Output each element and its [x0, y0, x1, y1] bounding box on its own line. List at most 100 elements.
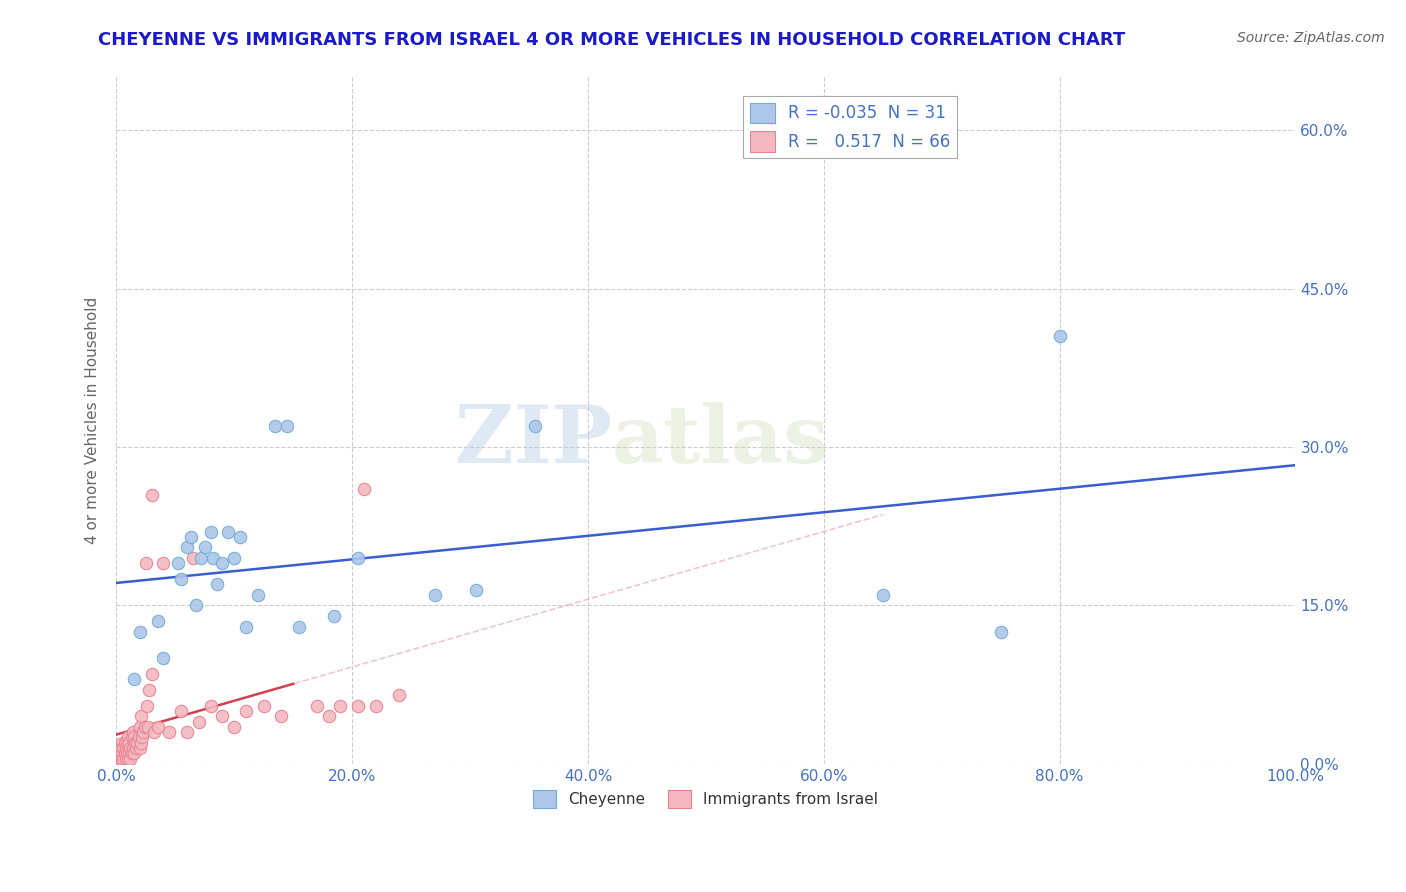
Point [152, 651, 174, 665]
Point [329, 698, 352, 713]
Text: Source: ZipAtlas.com: Source: ZipAtlas.com [1237, 31, 1385, 45]
Point [990, 624, 1012, 639]
Point [114, 746, 136, 760]
Point [121, 746, 143, 760]
Point [111, 746, 134, 760]
Point [170, 572, 193, 586]
Point [194, 541, 217, 555]
Point [112, 751, 135, 765]
Point [211, 709, 233, 723]
Point [120, 751, 142, 765]
Point [111, 754, 134, 768]
Point [264, 418, 287, 433]
Point [176, 725, 198, 739]
Point [318, 709, 340, 723]
Point [124, 736, 146, 750]
Point [253, 698, 276, 713]
Point [211, 556, 233, 570]
Point [523, 418, 546, 433]
Point [118, 746, 141, 760]
Point [108, 746, 131, 760]
Point [347, 698, 370, 713]
Point [388, 688, 411, 702]
Point [180, 530, 202, 544]
Point [121, 731, 143, 745]
Point [323, 609, 346, 624]
Point [114, 741, 136, 756]
Point [288, 619, 311, 633]
Point [205, 577, 228, 591]
Text: CHEYENNE VS IMMIGRANTS FROM ISRAEL 4 OR MORE VEHICLES IN HOUSEHOLD CORRELATION C: CHEYENNE VS IMMIGRANTS FROM ISRAEL 4 OR … [98, 31, 1126, 49]
Point [128, 720, 150, 734]
Point [108, 751, 131, 765]
Point [122, 673, 145, 687]
Point [187, 714, 209, 729]
Point [122, 746, 145, 760]
Point [110, 741, 132, 756]
Point [464, 582, 486, 597]
Point [364, 698, 387, 713]
Point [181, 550, 204, 565]
Point [141, 487, 163, 501]
Point [217, 524, 239, 539]
Point [1049, 329, 1071, 343]
Point [200, 698, 222, 713]
Point [176, 541, 198, 555]
Point [224, 550, 246, 565]
Point [200, 524, 222, 539]
Point [276, 418, 298, 433]
Point [229, 530, 252, 544]
Point [190, 550, 212, 565]
Point [117, 731, 139, 745]
Point [125, 741, 148, 756]
Point [128, 624, 150, 639]
Point [112, 741, 135, 756]
Point [118, 736, 141, 750]
Point [110, 751, 132, 765]
Point [423, 588, 446, 602]
Point [132, 725, 155, 739]
Legend: Cheyenne, Immigrants from Israel: Cheyenne, Immigrants from Israel [527, 784, 884, 814]
Point [129, 709, 152, 723]
Point [121, 741, 143, 756]
Point [122, 731, 145, 745]
Point [136, 720, 159, 734]
Point [166, 556, 188, 570]
Point [114, 736, 136, 750]
Point [157, 725, 180, 739]
Point [128, 731, 150, 745]
Point [305, 698, 328, 713]
Point [146, 614, 169, 628]
Point [115, 736, 138, 750]
Point [114, 751, 136, 765]
Point [121, 725, 143, 739]
Point [136, 698, 159, 713]
Point [143, 725, 166, 739]
Point [127, 736, 149, 750]
Point [152, 556, 174, 570]
Point [347, 550, 370, 565]
Point [235, 704, 257, 718]
Point [128, 741, 150, 756]
Point [134, 720, 156, 734]
Point [115, 746, 138, 760]
Point [120, 741, 142, 756]
Point [246, 588, 269, 602]
Point [235, 619, 257, 633]
Point [117, 751, 139, 765]
Point [138, 682, 160, 697]
Text: ZIP: ZIP [454, 402, 612, 480]
Point [224, 720, 246, 734]
Text: atlas: atlas [612, 402, 830, 480]
Point [186, 599, 208, 613]
Point [270, 709, 292, 723]
Point [111, 736, 134, 750]
Point [146, 720, 169, 734]
Point [107, 754, 129, 768]
Y-axis label: 4 or more Vehicles in Household: 4 or more Vehicles in Household [86, 297, 100, 544]
Point [131, 731, 153, 745]
Point [872, 588, 894, 602]
Point [353, 483, 375, 497]
Point [135, 556, 157, 570]
Point [170, 704, 193, 718]
